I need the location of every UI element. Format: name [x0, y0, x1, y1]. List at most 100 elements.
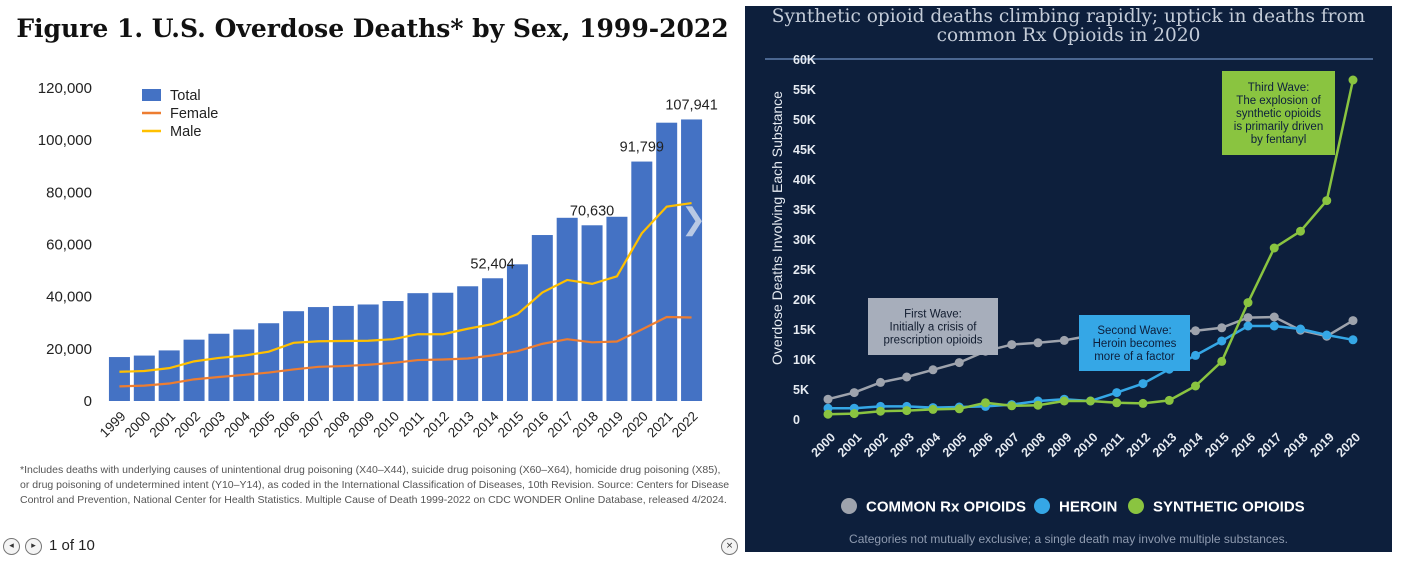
bar-total — [631, 161, 653, 401]
y-tick-label: 35K — [793, 203, 816, 217]
y-tick-label: 10K — [793, 353, 816, 367]
series-point-synthetic-opioids — [1269, 243, 1279, 253]
legend-label-female: Female — [170, 106, 218, 122]
overdose-by-sex-chart: 0 20,000 40,000 60,000 80,000 100,000 120,000 1… — [38, 80, 718, 441]
series-point-synthetic-opioids — [876, 406, 885, 416]
y-tick-label: 50K — [793, 113, 816, 127]
series-point-synthetic-opioids — [849, 409, 859, 419]
y-axis-label: Overdose Deaths Involving Each Substance — [769, 91, 785, 365]
wave-annotation-text: Heroin becomes — [1093, 338, 1177, 350]
x-tick-label: 2020 — [619, 409, 651, 441]
wave-annotation-box — [1222, 71, 1335, 155]
series-point-common-rx-opioids — [1269, 312, 1279, 322]
next-slide-button[interactable]: ▸ — [25, 538, 42, 555]
page-indicator: 1 of 10 — [49, 537, 95, 554]
series-point-synthetic-opioids — [1112, 398, 1122, 408]
wave-annotation-text: prescription opioids — [883, 335, 982, 347]
x-tick-label: 2013 — [1150, 430, 1180, 460]
series-point-synthetic-opioids — [928, 404, 938, 414]
x-tick-label: 2019 — [594, 409, 626, 441]
series-point-synthetic-opioids — [1138, 398, 1148, 408]
series-point-heroin — [1217, 336, 1227, 346]
bar-total — [382, 301, 404, 401]
legend-marker-heroin — [1034, 498, 1050, 514]
close-viewer-button[interactable]: × — [721, 538, 738, 555]
y-tick-label: 60K — [793, 53, 816, 67]
x-tick-label: 2005 — [940, 430, 970, 460]
x-tick-label: 2003 — [887, 430, 917, 460]
y-tick-label: 20,000 — [46, 341, 92, 358]
x-tick-label: 2000 — [809, 430, 839, 460]
y-tick-label: 20K — [793, 293, 816, 307]
x-tick-label: 2017 — [544, 409, 576, 441]
y-tick-label: 45K — [793, 143, 816, 157]
arrow-right-icon: ▸ — [31, 541, 36, 551]
x-tick-label: 2016 — [520, 409, 552, 441]
opioid-waves-panel: Synthetic opioid deaths climbing rapidly… — [745, 6, 1392, 552]
series-point-common-rx-opioids — [1059, 335, 1069, 345]
bar-total — [208, 333, 230, 401]
x-tick-label: 2014 — [1176, 430, 1206, 460]
y-tick-label: 0 — [793, 413, 800, 427]
bar-total — [108, 357, 130, 401]
x-tick-label: 2002 — [861, 430, 891, 460]
x-tick-label: 2022 — [669, 409, 701, 441]
bar-total — [133, 355, 155, 401]
y-tick-label: 60,000 — [46, 237, 92, 254]
series-point-synthetic-opioids — [1322, 196, 1332, 206]
x-tick-label: 2012 — [420, 409, 452, 441]
x-tick-label: 2011 — [1098, 430, 1127, 459]
wave-annotation-text: Third Wave: — [1248, 82, 1310, 94]
x-tick-label: 2000 — [122, 409, 154, 441]
bar-total — [332, 305, 354, 401]
series-point-common-rx-opioids — [954, 358, 964, 368]
series-point-synthetic-opioids — [954, 404, 964, 414]
wave-annotation-text: Second Wave: — [1097, 325, 1171, 337]
wave-annotation-text: First Wave: — [904, 309, 962, 321]
bar-total — [432, 292, 454, 401]
x-tick-label: 2015 — [1202, 430, 1232, 460]
x-tick-label: 2006 — [966, 430, 996, 460]
x-tick-label: 2012 — [1124, 430, 1154, 460]
series-point-common-rx-opioids — [1348, 316, 1358, 326]
legend-swatch-total — [142, 89, 161, 101]
bar-total — [158, 350, 180, 401]
wave-annotation-text: Initially a crisis of — [890, 322, 978, 334]
bar-total — [258, 323, 280, 401]
x-tick-label: 2010 — [1071, 430, 1101, 460]
data-label: 52,404 — [470, 256, 514, 272]
series-point-common-rx-opioids — [876, 377, 885, 387]
series-point-synthetic-opioids — [1164, 395, 1174, 405]
series-point-synthetic-opioids — [1243, 298, 1253, 308]
x-tick-label: 1999 — [97, 409, 129, 441]
y-tick-label: 100,000 — [38, 132, 92, 149]
series-point-common-rx-opioids — [902, 372, 912, 382]
slide-viewer-bar: ◂ ▸ 1 of 10 × — [0, 533, 745, 561]
y-tick-label: 0 — [84, 393, 92, 410]
x-tick-label: 2008 — [1019, 430, 1049, 460]
x-tick-label: 2018 — [1281, 430, 1311, 460]
legend-label-heroin: HEROIN — [1059, 499, 1117, 516]
waves-title: Synthetic opioid deaths climbing rapidly… — [771, 6, 1366, 46]
legend-label-common-rx-opioids: COMMON Rx OPIOIDS — [866, 499, 1026, 516]
wave-annotation-text: synthetic opioids — [1236, 108, 1321, 120]
bar-total — [531, 235, 553, 401]
x-tick-label: 2001 — [835, 430, 865, 460]
series-point-common-rx-opioids — [1007, 340, 1017, 350]
arrow-left-icon: ◂ — [9, 541, 14, 551]
previous-slide-button[interactable]: ◂ — [3, 538, 20, 555]
series-point-synthetic-opioids — [1007, 401, 1017, 411]
legend-label-total: Total — [170, 88, 201, 104]
x-tick-label: 2018 — [569, 409, 601, 441]
wave-annotation-box — [1079, 315, 1190, 371]
data-label: 91,799 — [620, 140, 664, 156]
x-tick-label: 2020 — [1334, 430, 1364, 460]
legend-marker-synthetic-opioids — [1128, 498, 1144, 514]
series-point-synthetic-opioids — [1217, 356, 1227, 366]
x-tick-label: 2017 — [1255, 430, 1285, 460]
legend-label-synthetic-opioids: SYNTHETIC OPIOIDS — [1153, 499, 1305, 516]
y-tick-label: 25K — [793, 263, 816, 277]
series-point-common-rx-opioids — [823, 394, 833, 404]
bar-total — [233, 329, 255, 401]
series-point-synthetic-opioids — [1191, 381, 1200, 391]
